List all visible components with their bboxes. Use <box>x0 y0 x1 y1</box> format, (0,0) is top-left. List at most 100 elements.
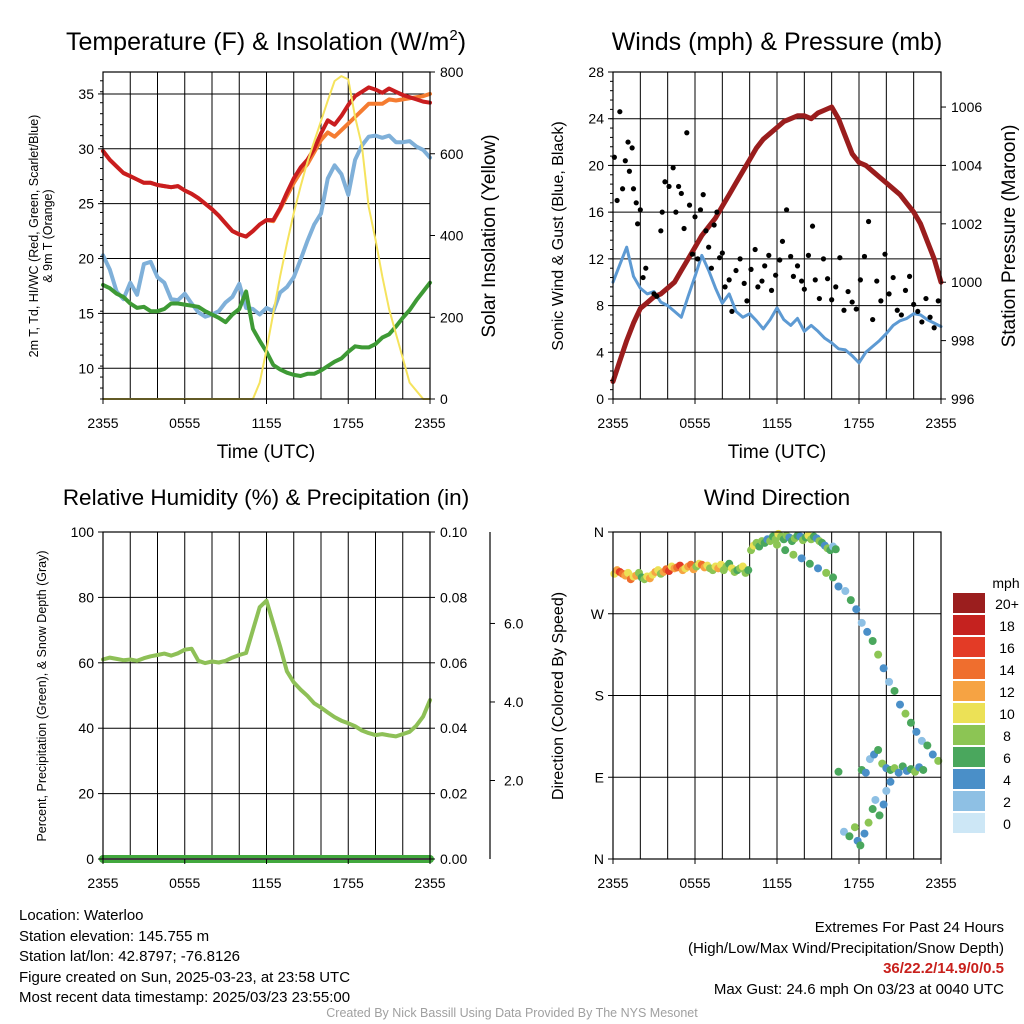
data-point <box>755 284 761 290</box>
data-point <box>879 800 888 809</box>
y2-tick-label: 600 <box>440 146 464 162</box>
chart-title-text: ) <box>458 28 466 56</box>
chart-title-sup: 2 <box>449 27 457 44</box>
data-point <box>927 314 933 320</box>
recent-timestamp: Most recent data timestamp: 2025/03/23 2… <box>19 989 351 1006</box>
colorbar-swatch <box>953 659 985 679</box>
y-tick-label: 40 <box>78 720 94 736</box>
data-point <box>703 228 709 234</box>
data-point <box>722 284 728 290</box>
data-point <box>834 767 843 776</box>
y-tick-label: S <box>595 688 604 704</box>
chart-title: Relative Humidity (%) & Precipitation (i… <box>63 485 469 510</box>
data-point <box>852 605 861 614</box>
data-point <box>666 183 672 190</box>
data-point <box>654 293 660 299</box>
colorbar-swatch <box>953 615 985 635</box>
y2-tick-label: 800 <box>440 64 464 80</box>
data-point <box>857 277 863 283</box>
direction-chart: Wind Direction N E S W N 2355 0555 1155 1755 2355 D… <box>550 485 1020 891</box>
data-point <box>841 307 847 313</box>
y-tick-label: E <box>595 769 604 785</box>
data-point <box>670 165 676 171</box>
data-point <box>805 559 814 568</box>
x-tick-label: 0555 <box>679 875 710 891</box>
data-point <box>658 228 664 234</box>
chart-title: Wind Direction <box>704 485 850 510</box>
data-point <box>714 209 720 215</box>
y-tick-label: 35 <box>78 86 94 102</box>
data-point <box>741 280 747 286</box>
colorbar-unit: mph <box>992 575 1019 591</box>
colorbar-label: 8 <box>1003 728 1011 744</box>
data-point <box>799 278 805 284</box>
data-point <box>814 564 822 573</box>
station-location: Location: Waterloo <box>19 907 144 924</box>
data-point <box>790 273 797 279</box>
y-tick-label: 0 <box>86 851 94 867</box>
data-point <box>839 827 848 836</box>
colorbar-swatch <box>953 703 985 723</box>
y2-tick-label: 1000 <box>951 274 982 290</box>
y3-tick-label: 6.0 <box>504 615 524 631</box>
data-point <box>931 325 937 331</box>
data-point <box>934 756 943 765</box>
x-tick-label: 0555 <box>679 415 710 431</box>
temperature-chart: Temperature (F) & Insolation (W/m2) 10 15 2… <box>27 27 500 463</box>
y-tick-label: 10 <box>78 360 94 376</box>
data-point <box>870 316 876 323</box>
x-tick-label: 0555 <box>169 875 200 891</box>
data-point <box>748 266 754 272</box>
data-point <box>777 257 783 263</box>
colorbar-label: 4 <box>1003 772 1011 788</box>
y-tick-label: 8 <box>596 298 604 314</box>
y-tick-label: N <box>594 851 604 867</box>
data-point <box>841 587 850 596</box>
y-tick-label: 12 <box>588 251 604 267</box>
x-tick-label: 2355 <box>414 875 445 891</box>
data-point <box>857 618 866 627</box>
y-tick-label: 0 <box>596 391 604 407</box>
y-axis-label: Direction (Colored By Speed) <box>550 592 567 800</box>
data-point <box>794 263 801 269</box>
chart-title: Winds (mph) & Pressure (mb) <box>612 28 943 56</box>
y2-tick-label: 0 <box>440 391 448 407</box>
data-point <box>773 272 779 278</box>
extremes-subtitle: (High/Low/Max Wind/Precipitation/Snow De… <box>688 939 1004 957</box>
x-tick-label: 1155 <box>251 875 281 891</box>
y-tick-label: 28 <box>588 64 604 80</box>
colorbar-swatch <box>953 791 985 811</box>
x-tick-label: 2355 <box>87 415 118 431</box>
data-point <box>856 841 865 850</box>
y2-tick-label: 400 <box>440 228 464 244</box>
x-tick-label: 2355 <box>597 415 628 431</box>
data-point <box>768 287 775 293</box>
data-point <box>789 550 798 559</box>
y2-tick-label: 998 <box>951 333 975 349</box>
data-point <box>906 273 913 279</box>
data-point <box>845 288 851 295</box>
data-point <box>935 298 941 304</box>
station-latlon: Station lat/lon: 42.8797; -76.8126 <box>19 948 241 965</box>
data-point <box>850 823 859 832</box>
data-point <box>845 832 854 841</box>
data-point <box>882 251 888 257</box>
data-point <box>673 209 679 215</box>
data-point <box>711 222 717 228</box>
series-line <box>610 104 944 384</box>
data-point <box>886 777 895 786</box>
data-point <box>697 207 704 213</box>
data-point <box>752 246 758 253</box>
colorbar-swatch <box>953 593 985 613</box>
y-tick-label: W <box>591 606 605 622</box>
y2-tick-label: 996 <box>951 391 975 407</box>
y2-tick-label: 0.00 <box>440 851 467 867</box>
data-point <box>625 139 631 145</box>
y-tick-label: 20 <box>78 786 94 802</box>
data-point <box>878 298 884 304</box>
colorbar-label: 0 <box>1003 816 1011 832</box>
extremes-values: 36/22.2/14.9/0/0.5 <box>883 960 1004 977</box>
data-point <box>816 295 822 302</box>
data-point <box>737 256 743 262</box>
x-tick-label: 1755 <box>333 875 364 891</box>
